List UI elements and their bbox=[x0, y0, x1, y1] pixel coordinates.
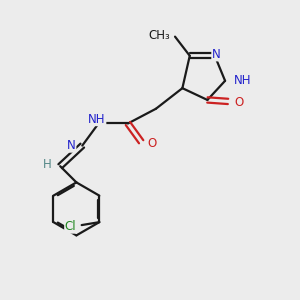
Text: N: N bbox=[67, 139, 76, 152]
Text: H: H bbox=[43, 158, 51, 171]
Text: NH: NH bbox=[88, 112, 106, 126]
Text: CH₃: CH₃ bbox=[149, 29, 171, 42]
Text: O: O bbox=[147, 137, 156, 150]
Text: Cl: Cl bbox=[65, 220, 76, 233]
Text: O: O bbox=[235, 96, 244, 110]
Text: NH: NH bbox=[234, 74, 251, 87]
Text: N: N bbox=[212, 48, 220, 61]
